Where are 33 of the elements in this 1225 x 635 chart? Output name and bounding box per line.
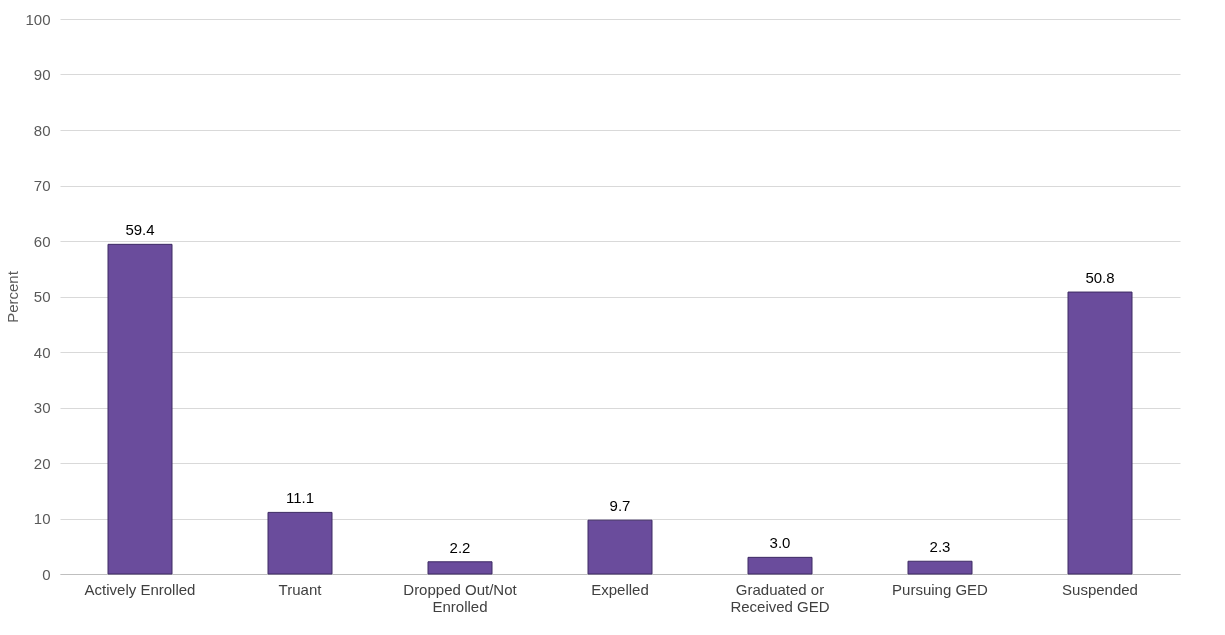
bar	[267, 511, 333, 575]
data-label: 3.0	[769, 534, 791, 552]
data-label: 59.4	[125, 221, 155, 239]
x-tick-label: Pursuing GED	[892, 580, 989, 598]
x-tick-label: Truant	[278, 580, 323, 598]
bar	[587, 519, 653, 575]
data-label: 50.8	[1085, 269, 1115, 287]
bar	[747, 556, 813, 575]
data-label: 9.7	[609, 497, 631, 515]
y-tick-label: 90	[33, 66, 51, 83]
bar	[427, 561, 493, 575]
y-tick-label: 60	[33, 232, 51, 250]
bar	[907, 560, 973, 575]
x-tick-label: Dropped Out/Not Enrolled	[403, 580, 518, 615]
bar	[107, 243, 173, 575]
data-label: 11.1	[285, 489, 315, 507]
y-tick-label: 100	[25, 10, 51, 28]
y-tick-label: 50	[33, 288, 51, 305]
y-tick-label: 80	[33, 121, 51, 139]
x-tick-label: Expelled	[591, 580, 649, 598]
data-label: 2.3	[929, 538, 951, 556]
y-tick-label: 20	[33, 454, 51, 472]
x-tick-label: Actively Enrolled	[84, 580, 196, 598]
bar	[1067, 291, 1133, 575]
y-tick-label: 10	[33, 510, 51, 527]
y-tick-label: 0	[42, 565, 51, 583]
y-tick-label: 40	[33, 343, 51, 361]
x-tick-label: Graduated or Received GED	[730, 580, 830, 615]
data-label: 2.2	[449, 538, 471, 556]
y-axis-title: Percent	[4, 270, 22, 323]
x-tick-label: Suspended	[1062, 580, 1138, 598]
y-tick-label: 30	[33, 399, 51, 416]
y-tick-label: 70	[33, 177, 51, 194]
